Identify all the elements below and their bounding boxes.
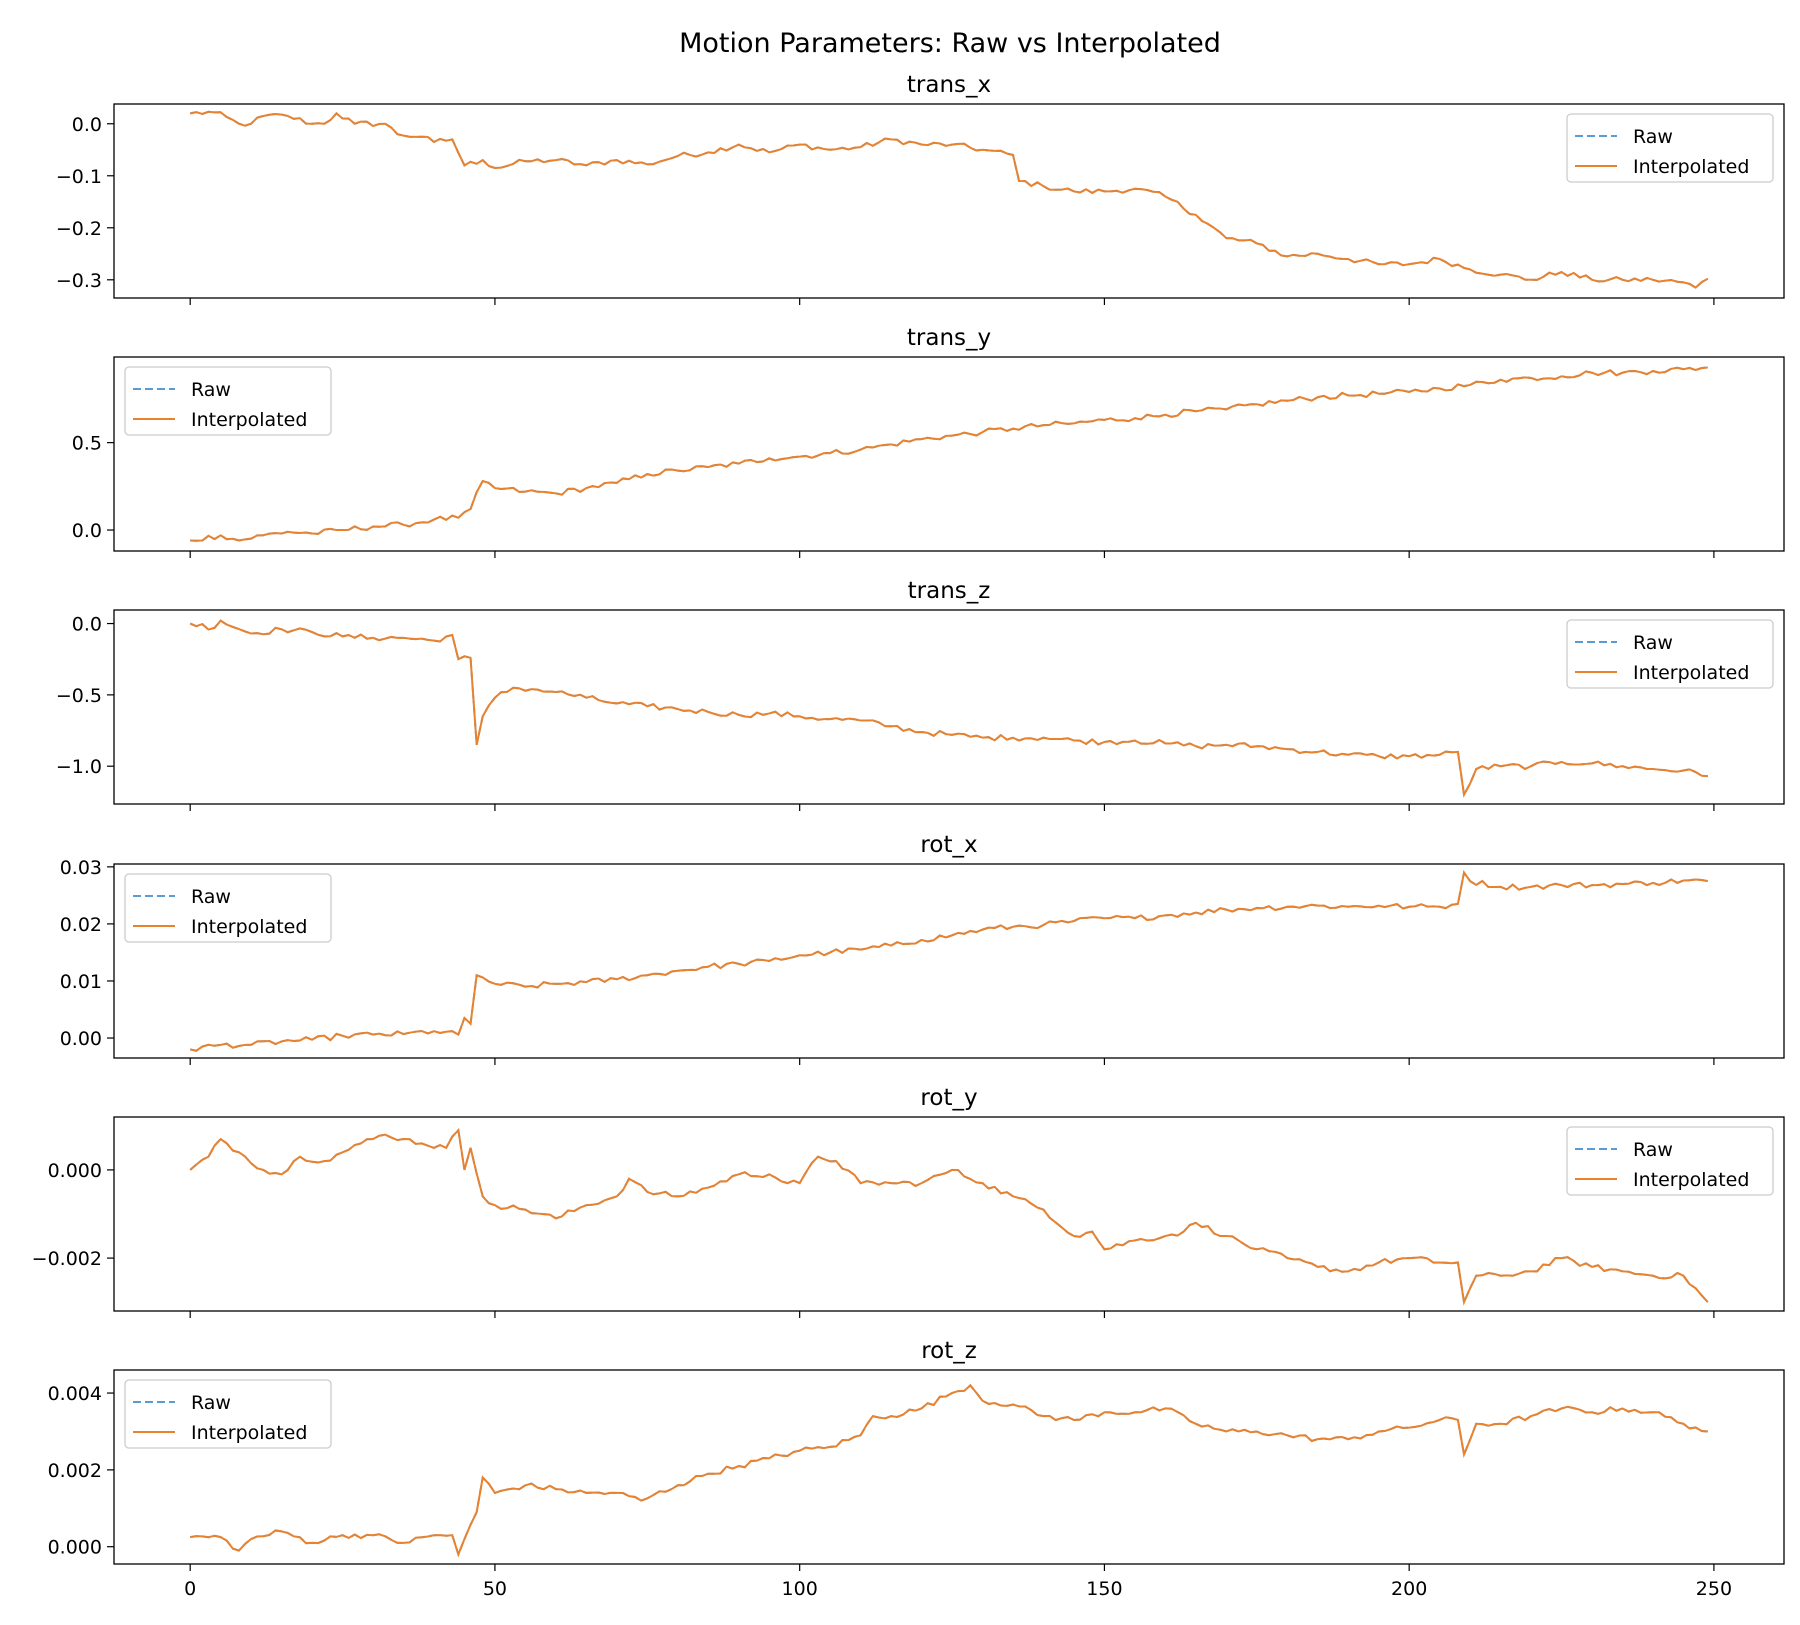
legend: Raw Interpolated bbox=[124, 366, 332, 436]
x-tick-label: 250 bbox=[1696, 1578, 1732, 1600]
y-tick-label: 0.0 bbox=[72, 614, 102, 636]
subplot-rot_x: rot_x 0.00 0.01 0.02 0.03 Raw Interpolated bbox=[60, 832, 1785, 1065]
y-tick-label: 0.5 bbox=[72, 433, 102, 455]
subplot-title: rot_z bbox=[921, 1338, 977, 1364]
legend: Raw Interpolated bbox=[1566, 619, 1774, 689]
axes-frame bbox=[113, 1369, 1785, 1565]
legend: Raw Interpolated bbox=[1566, 113, 1774, 183]
legend: Raw Interpolated bbox=[124, 873, 332, 943]
legend-box bbox=[124, 366, 332, 436]
subplot-trans_z: trans_z 0.0 −0.5 −1.0 Raw Interpolated bbox=[56, 578, 1785, 811]
series-line-interpolated bbox=[189, 870, 1708, 1052]
y-tick-label: 0.03 bbox=[60, 857, 102, 879]
legend-label-raw: Raw bbox=[191, 379, 231, 401]
axes-frame bbox=[113, 103, 1785, 299]
legend-box bbox=[124, 1379, 332, 1449]
y-tick-label: −0.3 bbox=[56, 270, 102, 292]
y-tick-label: −0.5 bbox=[56, 685, 102, 707]
series-line-interpolated bbox=[189, 619, 1708, 798]
y-tick-label: 0.0 bbox=[72, 114, 102, 136]
axes-frame bbox=[113, 356, 1785, 552]
subplot-rot_y: rot_y 0.000 −0.002 Raw Interpolated bbox=[32, 1085, 1785, 1318]
y-tick-label: −1.0 bbox=[56, 756, 102, 778]
subplot-title: rot_y bbox=[920, 1085, 977, 1111]
axes-frame bbox=[113, 863, 1785, 1059]
subplot-title: trans_y bbox=[907, 325, 991, 351]
legend-label-raw: Raw bbox=[1633, 126, 1673, 148]
legend-label-interpolated: Interpolated bbox=[1633, 662, 1749, 684]
legend: Raw Interpolated bbox=[124, 1379, 332, 1449]
subplot-title: rot_x bbox=[920, 832, 977, 858]
y-tick-label: 0.00 bbox=[60, 1028, 102, 1050]
x-tick-label: 200 bbox=[1391, 1578, 1427, 1600]
legend-box bbox=[1566, 619, 1774, 689]
legend-label-interpolated: Interpolated bbox=[1633, 156, 1749, 178]
subplot-trans_y: trans_y 0.0 0.5 Raw Interpolated bbox=[72, 325, 1785, 558]
series-line-interpolated bbox=[190, 110, 1709, 289]
y-tick-label: 0.0 bbox=[72, 520, 102, 542]
series-line-interpolated bbox=[190, 1383, 1708, 1558]
subplot-rot_z: rot_z 0 50 100 150 200 250 0.000 0.002 0.004 Raw In… bbox=[48, 1338, 1785, 1600]
figure-title: Motion Parameters: Raw vs Interpolated bbox=[679, 28, 1221, 59]
y-tick-label: −0.002 bbox=[32, 1248, 102, 1270]
legend-label-raw: Raw bbox=[191, 886, 231, 908]
legend-label-raw: Raw bbox=[191, 1392, 231, 1414]
series-line-raw bbox=[189, 619, 1708, 798]
x-tick-label: 100 bbox=[782, 1578, 818, 1600]
legend-label-raw: Raw bbox=[1633, 632, 1673, 654]
series-line-raw bbox=[190, 110, 1709, 289]
y-tick-label: 0.000 bbox=[48, 1160, 102, 1182]
axes-frame bbox=[113, 609, 1785, 805]
y-tick-label: 0.002 bbox=[48, 1460, 102, 1482]
legend-label-interpolated: Interpolated bbox=[191, 409, 307, 431]
series-line-raw bbox=[189, 870, 1708, 1052]
series-line-interpolated bbox=[189, 1128, 1709, 1306]
series-line-interpolated bbox=[190, 366, 1708, 542]
series-line-raw bbox=[190, 1383, 1708, 1558]
y-tick-label: 0.000 bbox=[48, 1537, 102, 1559]
x-tick-label: 150 bbox=[1086, 1578, 1122, 1600]
legend-box bbox=[124, 873, 332, 943]
x-tick-label: 0 bbox=[184, 1578, 196, 1600]
y-tick-label: −0.2 bbox=[56, 218, 102, 240]
series-line-raw bbox=[190, 366, 1708, 542]
legend-label-raw: Raw bbox=[1633, 1139, 1673, 1161]
legend-label-interpolated: Interpolated bbox=[1633, 1169, 1749, 1191]
subplot-trans_x: trans_x 0.0 −0.1 −0.2 −0.3 Raw Interpolated bbox=[56, 72, 1785, 305]
axes-frame bbox=[113, 1116, 1785, 1312]
y-tick-label: 0.02 bbox=[60, 914, 102, 936]
x-tick-label: 50 bbox=[483, 1578, 507, 1600]
legend: Raw Interpolated bbox=[1566, 1126, 1774, 1196]
subplot-title: trans_x bbox=[907, 72, 991, 98]
subplot-title: trans_z bbox=[908, 578, 991, 604]
y-tick-label: 0.01 bbox=[60, 971, 102, 993]
y-tick-label: −0.1 bbox=[56, 166, 102, 188]
legend-box bbox=[1566, 1126, 1774, 1196]
legend-label-interpolated: Interpolated bbox=[191, 916, 307, 938]
y-tick-label: 0.004 bbox=[48, 1383, 102, 1405]
legend-box bbox=[1566, 113, 1774, 183]
legend-label-interpolated: Interpolated bbox=[191, 1422, 307, 1444]
